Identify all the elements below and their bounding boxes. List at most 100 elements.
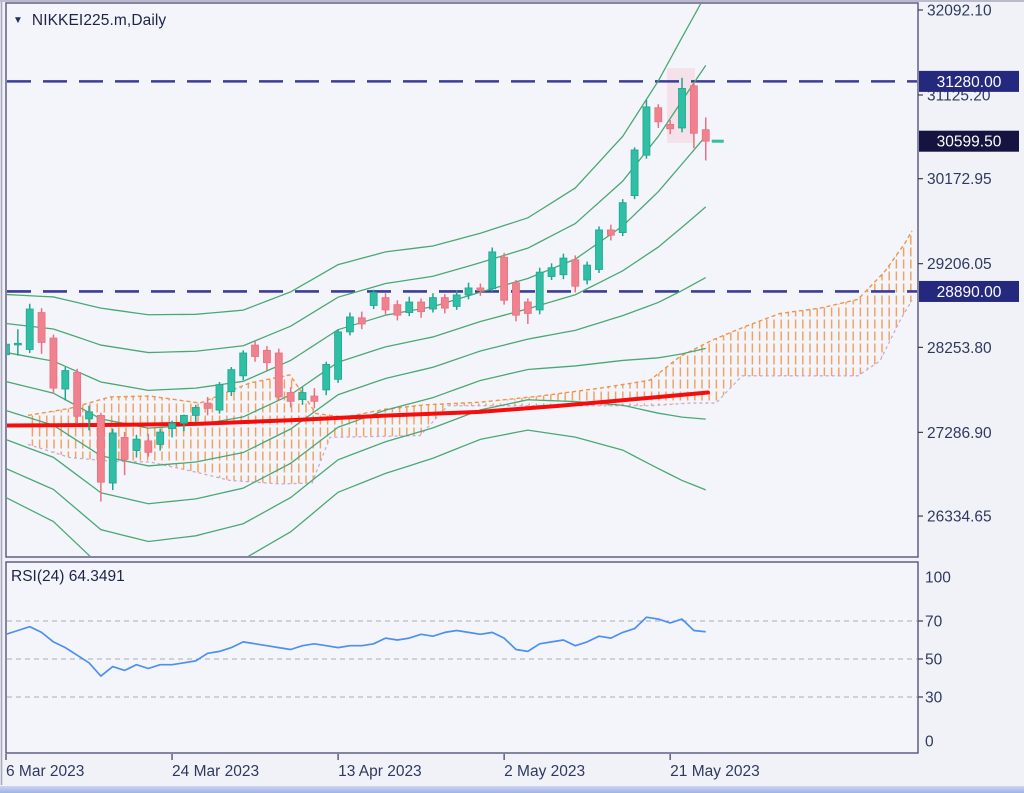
date-tick-label: 13 Apr 2023 [338,763,422,780]
candle-body [357,317,366,325]
candle-body [630,149,639,197]
candle-body [61,370,70,390]
candle-body [678,88,686,129]
candle-body [96,414,105,483]
candle-body [239,352,248,377]
price-tick-label: 29206.05 [927,256,992,273]
price-badge-price [919,130,1019,152]
candle-body [701,129,710,142]
candle-body [689,85,698,134]
candle-body [346,316,354,333]
rsi-line [7,616,706,677]
candle-body [298,392,307,400]
price-chart-layer[interactable] [3,0,918,579]
candle-body [85,411,93,420]
candle-body [13,342,22,346]
candle-body [476,287,485,291]
candle-body [393,304,402,316]
date-tick-label: 21 May 2023 [670,763,760,780]
candle-body [7,343,10,356]
candle-body [120,436,129,460]
time-axis[interactable]: 6 Mar 2023 24 Mar 2023 13 Apr 2023 2 May 20… [5,754,760,780]
candle-body [642,106,651,156]
candle-body [108,432,117,484]
candle-body [559,257,568,276]
rsi-chart-layer[interactable] [6,616,917,698]
candle-body [251,344,259,357]
envelope-band-line [7,429,706,556]
candle-body [168,422,176,429]
senkou-span-b-line [27,299,913,485]
date-tick-label: 6 Mar 2023 [6,763,84,780]
candle-body [227,369,236,393]
candle-body [618,202,627,233]
candle-body [452,294,461,307]
senkou-span-a-line [27,230,913,418]
price-badge-level [919,70,1019,92]
candle-body [322,364,331,391]
candle-body [132,438,141,451]
rsi-tick-label: 70 [925,614,943,631]
candle-body [429,297,437,310]
price-tick-label: 32092.10 [927,3,992,20]
candle-body [310,395,319,402]
candle-body [523,301,532,314]
candle-body [73,371,82,417]
candle-body [156,431,165,445]
candle-body [583,264,592,281]
candle-body [654,107,663,123]
envelope-band-line [7,347,706,505]
price-badge-level [919,280,1019,302]
price-tick-label: 30172.95 [927,171,992,188]
rsi-tick-label: 100 [925,570,951,587]
candle-body [191,407,200,416]
candle-body [440,297,449,309]
candle-body [49,337,58,389]
price-tick-label: 26334.65 [927,509,992,526]
candle-body [203,402,212,409]
candle-body [571,259,580,287]
price-panel[interactable] [5,2,919,558]
candle-body [547,267,556,277]
bottom-edge-bar [0,786,1024,793]
candle-body [144,440,153,453]
candles-layer [7,77,710,502]
candle-body [263,349,271,364]
price-badge-label: 28890.00 [937,284,1002,301]
envelope-band-line [7,277,707,467]
candle-body [381,297,390,311]
rsi-tick-label: 30 [925,690,943,707]
rsi-tick-label: 0 [925,734,934,751]
price-badge-label: 30599.50 [937,134,1002,151]
date-tick-label: 2 May 2023 [504,763,585,780]
date-tick-label: 24 Mar 2023 [172,763,259,780]
rsi-axis[interactable]: 100 70 50 30 0 [918,570,951,751]
rsi-tick-label: 50 [925,652,943,669]
candle-body [286,392,295,402]
price-badge-label: 31280.00 [937,74,1002,91]
candle-body [512,282,520,316]
price-axis[interactable]: 32092.1031125.2030172.9529206.0528253.80… [918,3,1019,526]
candle-body [179,414,188,424]
candle-body [405,301,414,313]
candle-body [37,312,46,343]
candle-body [488,251,497,290]
candle-body [215,384,224,411]
candle-body [595,229,603,270]
candle-body [25,308,34,350]
candle-body [666,124,675,130]
red-moving-average [7,390,710,428]
candle-body [274,352,283,398]
candle-body [369,291,378,306]
rsi-panel[interactable] [5,561,919,754]
price-tick-label: 27286.90 [927,425,992,442]
candle-body [500,256,509,301]
candle-body [606,229,615,236]
envelope-band-line [7,64,707,354]
candle-body [417,301,426,313]
envelope-band-line [7,135,707,391]
candle-body [464,287,473,296]
envelope-band-line [7,4,702,316]
